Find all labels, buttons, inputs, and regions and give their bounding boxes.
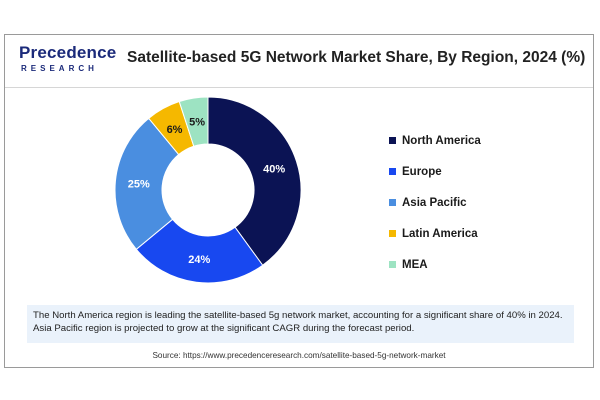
legend-swatch: [389, 168, 396, 175]
note-line-1: The North America region is leading the …: [33, 310, 563, 321]
legend-swatch: [389, 137, 396, 144]
legend-label: MEA: [402, 258, 428, 271]
legend-label: Latin America: [402, 227, 478, 240]
legend-item-mea: MEA: [389, 249, 589, 280]
chart-card: Precedence RESEARCH Satellite-based 5G N…: [4, 34, 594, 368]
legend-item-asia-pacific: Asia Pacific: [389, 187, 589, 218]
legend-item-latin-america: Latin America: [389, 218, 589, 249]
brand-logo: Precedence RESEARCH: [19, 43, 116, 79]
brand-name: Precedence: [19, 43, 117, 62]
donut-chart: 40% 24% 25% 6% 5%: [114, 96, 302, 284]
slice-north-america: [207, 96, 302, 266]
note-line-2: Asia Pacific region is projected to grow…: [33, 323, 415, 334]
legend: North America Europe Asia Pacific Latin Ame…: [389, 125, 589, 280]
source-text: Source: https://www.precedenceresearch.c…: [152, 351, 446, 360]
slice-label-asia-pacific: 25%: [128, 178, 150, 190]
legend-label: North America: [402, 134, 481, 147]
legend-label: Asia Pacific: [402, 196, 467, 209]
chart-title: Satellite-based 5G Network Market Share,…: [127, 49, 586, 66]
legend-swatch: [389, 261, 396, 268]
slice-label-latin-america: 6%: [167, 124, 183, 136]
slice-label-europe: 24%: [188, 254, 210, 266]
slice-europe: [135, 218, 264, 284]
slice-mea: [178, 96, 209, 147]
legend-swatch: [389, 230, 396, 237]
header-divider: [5, 87, 593, 88]
slice-label-north-america: 40%: [263, 164, 285, 176]
header: Precedence RESEARCH Satellite-based 5G N…: [5, 35, 593, 87]
legend-swatch: [389, 199, 396, 206]
legend-item-north-america: North America: [389, 125, 589, 156]
note-box: The North America region is leading the …: [27, 305, 574, 343]
slice-asia-pacific: [114, 117, 180, 250]
brand-subtitle: RESEARCH: [21, 64, 98, 73]
legend-label: Europe: [402, 165, 442, 178]
slice-label-mea: 5%: [189, 116, 205, 128]
legend-item-europe: Europe: [389, 156, 589, 187]
